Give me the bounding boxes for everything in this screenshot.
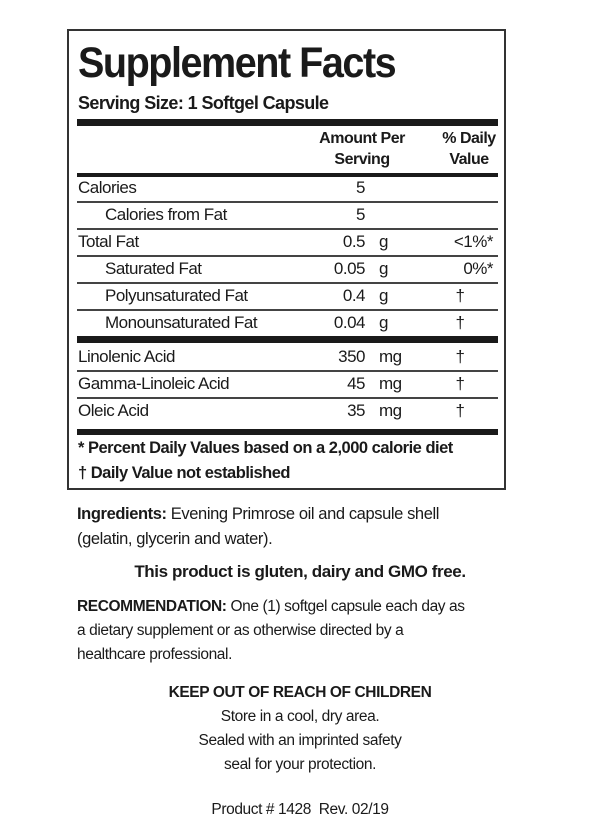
header-amount-line1: Amount Per: [319, 130, 405, 147]
ingredients-line2: (gelatin, glycerin and water).: [77, 530, 273, 548]
divider: [77, 309, 498, 311]
divider: [77, 336, 498, 343]
nutrient-unit: g: [379, 286, 388, 305]
nutrient-amount: 0.5: [342, 232, 366, 251]
header-amount: Amount Per Serving: [307, 128, 417, 170]
nutrient-daily-value: †: [455, 401, 465, 420]
footnote-dagger: † Daily Value not established: [78, 464, 291, 482]
nutrient-daily-value: †: [455, 347, 465, 366]
free-statement: This product is gluten, dairy and GMO fr…: [134, 562, 466, 581]
nutrient-row: Oleic Acid 35 mg †: [77, 398, 498, 424]
nutrient-row: Polyunsaturated Fat 0.4 g †: [77, 283, 498, 309]
nutrient-amount: 0.04: [333, 313, 366, 332]
ingredients-line1: Ingredients: Evening Primrose oil and ca…: [77, 505, 439, 524]
nutrient-row: Calories from Fat 5: [77, 202, 498, 228]
nutrient-unit: mg: [379, 374, 402, 393]
divider-thick: [77, 119, 498, 126]
nutrient-amount: 5: [356, 178, 365, 197]
divider: [77, 255, 498, 257]
ingredients-label: Ingredients:: [77, 505, 167, 523]
nutrient-daily-value: 0%*: [463, 259, 493, 278]
header-dv-line1: % Daily: [442, 130, 496, 147]
divider: [77, 201, 498, 203]
header-dv: % Daily Value: [434, 128, 504, 170]
nutrient-daily-value: †: [455, 374, 465, 393]
divider: [77, 228, 498, 230]
divider: [77, 370, 498, 372]
nutrient-row: Total Fat 0.5 g <1%*: [77, 229, 498, 255]
divider-thick: [77, 429, 498, 435]
warning-line1: Store in a cool, dry area.: [220, 708, 380, 725]
nutrient-unit: g: [379, 232, 388, 251]
warning-line2: Sealed with an imprinted safety: [198, 732, 402, 749]
nutrient-amount: 35: [347, 401, 365, 420]
nutrient-name: Oleic Acid: [78, 401, 149, 420]
nutrient-unit: g: [379, 259, 388, 278]
divider: [77, 282, 498, 284]
nutrient-daily-value: <1%*: [453, 232, 494, 251]
header-dv-line2: Value: [449, 151, 489, 168]
footnote-percent: * Percent Daily Values based on a 2,000 …: [78, 439, 453, 457]
nutrient-name: Total Fat: [78, 232, 139, 251]
divider: [77, 397, 498, 399]
panel-title: Supplement Facts: [78, 39, 397, 87]
nutrient-name: Polyunsaturated Fat: [105, 286, 248, 305]
nutrient-unit: mg: [379, 401, 402, 420]
nutrient-unit: g: [379, 313, 388, 332]
recommendation-label: RECOMMENDATION:: [77, 598, 227, 615]
nutrient-name: Gamma-Linoleic Acid: [78, 374, 230, 393]
nutrient-row: Calories 5: [77, 175, 498, 201]
header-amount-line2: Serving: [334, 151, 390, 168]
nutrient-name: Linolenic Acid: [78, 347, 175, 366]
nutrient-name: Saturated Fat: [105, 259, 202, 278]
ingredients-text: Evening Primrose oil and capsule shell: [166, 505, 440, 523]
nutrient-amount: 0.05: [333, 259, 366, 278]
nutrient-amount: 5: [356, 205, 365, 224]
nutrient-amount: 350: [338, 347, 365, 366]
nutrient-row: Linolenic Acid 350 mg †: [77, 344, 498, 370]
supplement-facts-panel: Supplement Facts Serving Size: 1 Softgel…: [67, 29, 506, 490]
serving-size: Serving Size: 1 Softgel Capsule: [78, 93, 329, 113]
nutrient-row: Gamma-Linoleic Acid 45 mg †: [77, 371, 498, 397]
nutrient-amount: 45: [347, 374, 365, 393]
product-number: Product # 1428 Rev. 02/19: [211, 801, 389, 818]
recommendation-line2: a dietary supplement or as otherwise dir…: [77, 622, 404, 639]
nutrient-row: Saturated Fat 0.05 g 0%*: [77, 256, 498, 282]
warning-line3: seal for your protection.: [224, 756, 376, 773]
nutrient-daily-value: †: [455, 313, 465, 332]
nutrient-name: Calories from Fat: [105, 205, 227, 224]
nutrient-name: Monounsaturated Fat: [105, 313, 258, 332]
nutrient-name: Calories: [78, 178, 137, 197]
nutrient-daily-value: †: [455, 286, 465, 305]
recommendation-text: One (1) softgel capsule each day as: [226, 598, 465, 615]
recommendation-line3: healthcare professional.: [77, 646, 232, 663]
warning-title: KEEP OUT OF REACH OF CHILDREN: [168, 684, 432, 701]
nutrient-amount: 0.4: [342, 286, 366, 305]
nutrient-unit: mg: [379, 347, 402, 366]
nutrient-row: Monounsaturated Fat 0.04 g †: [77, 310, 498, 336]
recommendation-line1: RECOMMENDATION: One (1) softgel capsule …: [77, 598, 465, 616]
divider-medium: [77, 173, 498, 177]
